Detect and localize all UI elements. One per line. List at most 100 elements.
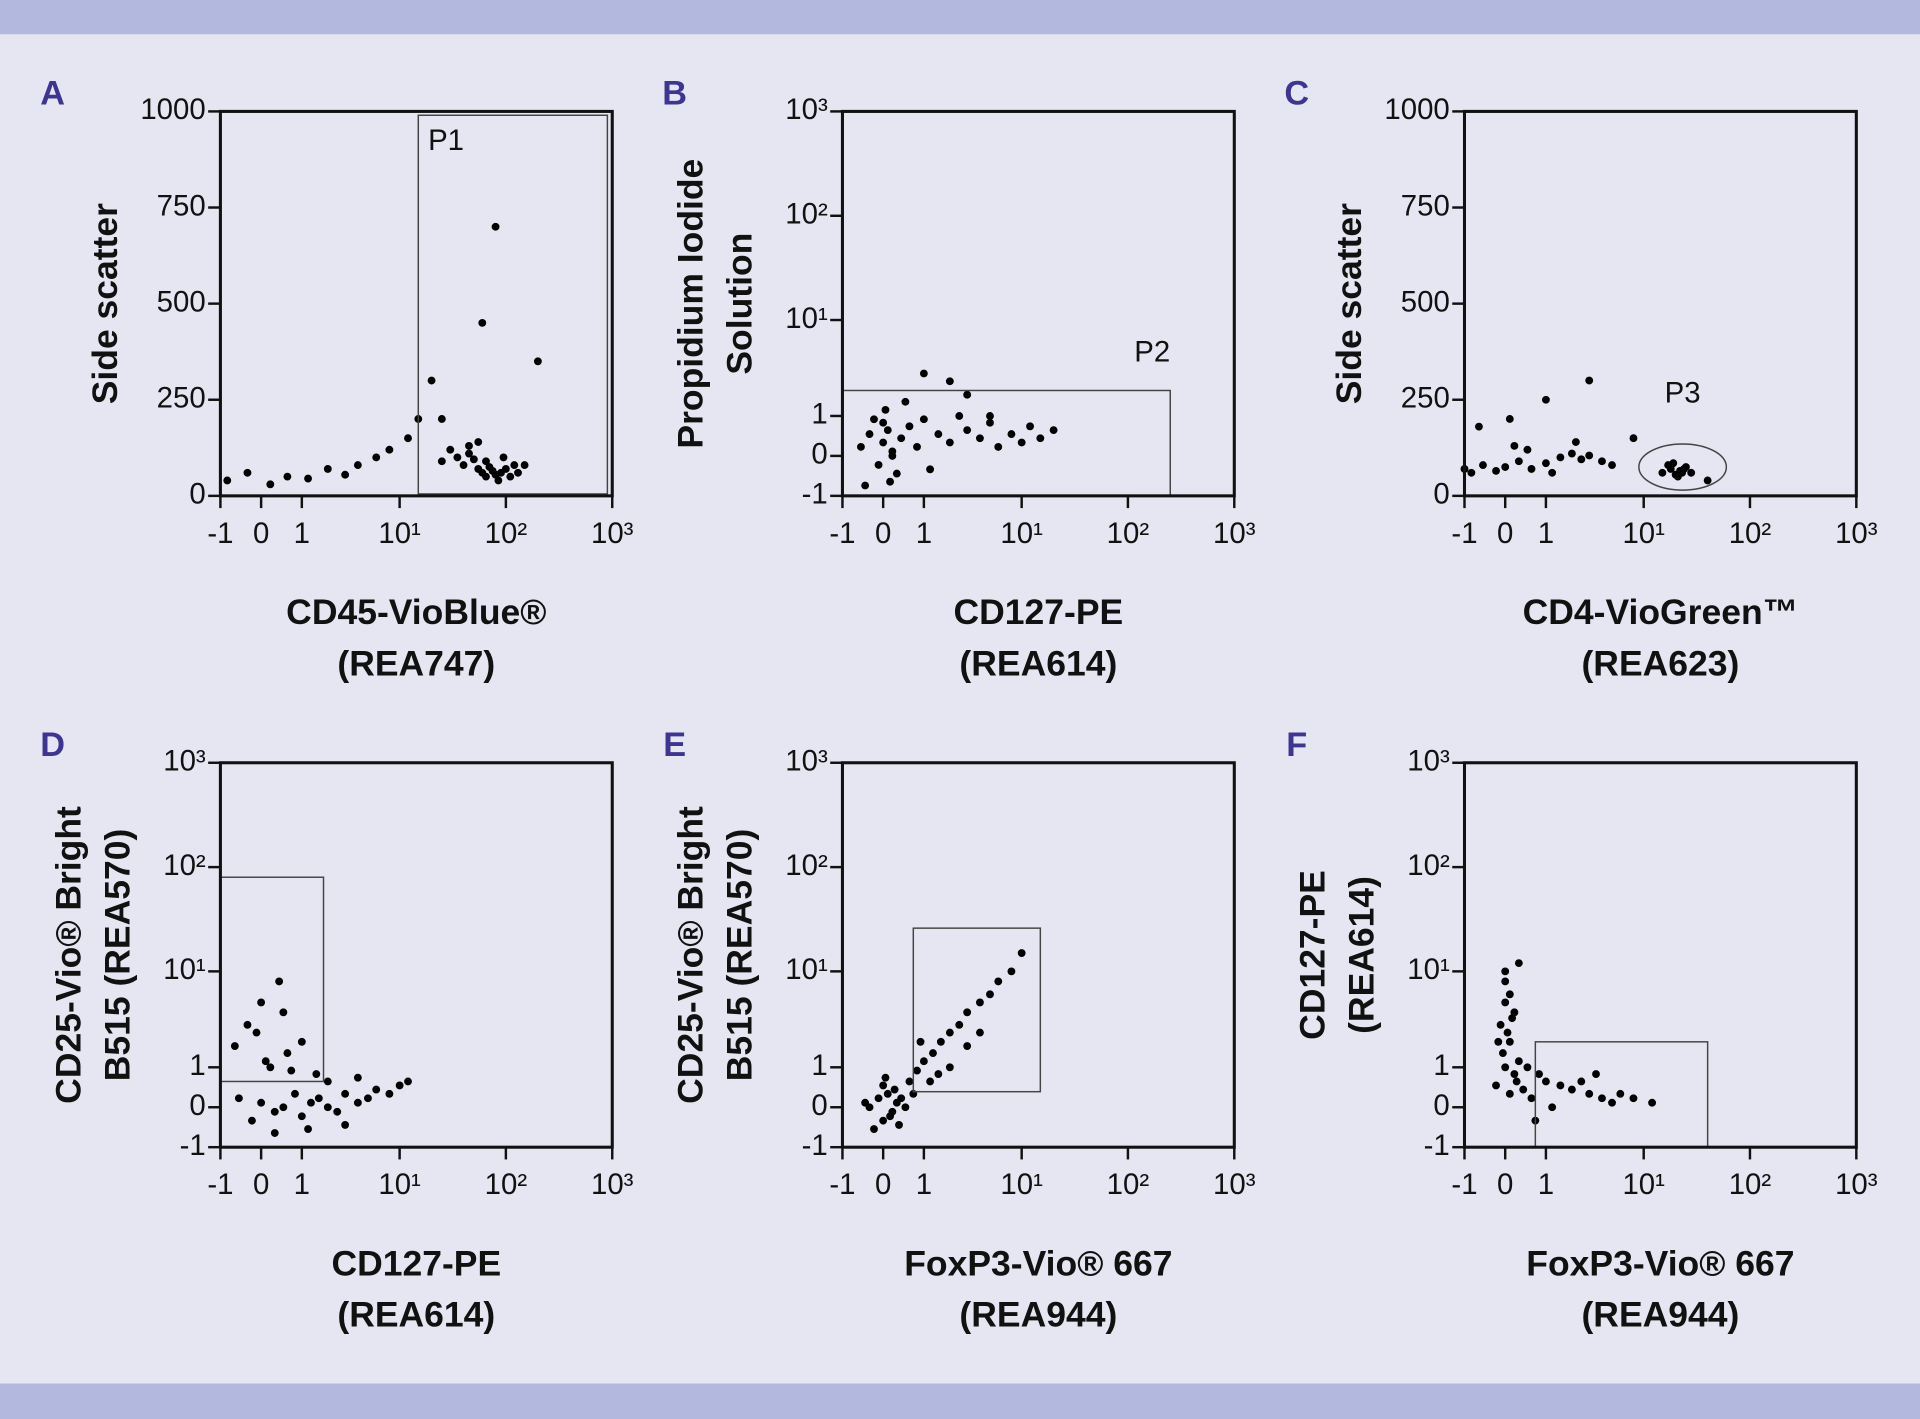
data-point xyxy=(913,1066,921,1075)
panel-letter: E xyxy=(663,726,686,764)
gate xyxy=(1638,443,1728,491)
y-tick-label: 10¹ xyxy=(1407,953,1450,986)
x-tick-label: 10¹ xyxy=(1622,517,1665,550)
data-point xyxy=(857,442,865,451)
data-point xyxy=(1017,438,1026,447)
data-point xyxy=(297,1037,306,1046)
gate-label: P1 xyxy=(428,124,464,157)
y-tick-label: -1 xyxy=(1424,1129,1450,1162)
data-point xyxy=(1616,1089,1625,1098)
data-point xyxy=(870,415,878,424)
y-tick-label: 10¹ xyxy=(785,953,828,986)
data-point xyxy=(1508,1014,1517,1023)
data-point xyxy=(520,461,529,470)
data-point xyxy=(1608,461,1616,470)
y-axis-title: B515 (REA570) xyxy=(97,829,137,1082)
data-point xyxy=(1556,453,1565,462)
x-tick-label: 0 xyxy=(253,1168,269,1201)
y-tick-label: 10² xyxy=(785,198,828,231)
data-point xyxy=(886,1112,894,1121)
panel-letter: C xyxy=(1284,75,1309,113)
data-point xyxy=(1523,445,1532,454)
panel-letter: A xyxy=(40,75,65,113)
plot-frame xyxy=(1462,761,1858,1149)
data-point xyxy=(936,1037,945,1046)
data-point xyxy=(1017,949,1026,957)
data-point xyxy=(986,418,994,427)
plot-frame xyxy=(840,761,1236,1149)
data-point xyxy=(482,472,490,481)
x-axis-title: (REA614) xyxy=(959,643,1117,683)
y-axis-title: (REA614) xyxy=(1341,876,1381,1034)
data-point xyxy=(934,1070,943,1078)
x-tick-label: 10³ xyxy=(1213,1168,1256,1201)
data-point xyxy=(879,438,888,447)
panel-letter: B xyxy=(662,75,687,113)
data-point xyxy=(248,1116,256,1125)
data-point xyxy=(1577,1077,1586,1086)
data-point xyxy=(353,461,362,470)
x-axis-title: CD127-PE xyxy=(954,592,1124,632)
data-point xyxy=(1505,1089,1514,1098)
y-tick-label: 0 xyxy=(189,478,205,511)
y-axis-title: Propidium Iodide xyxy=(670,159,710,449)
y-tick-label: 1 xyxy=(1433,1049,1449,1082)
y-tick-label: 0 xyxy=(189,1089,205,1122)
data-point xyxy=(1512,1077,1521,1086)
data-point xyxy=(312,1070,321,1078)
x-tick-label: 1 xyxy=(294,1168,310,1201)
data-point xyxy=(888,447,897,456)
gate-label: P3 xyxy=(1665,377,1701,410)
gate-label: P2 xyxy=(1134,336,1170,369)
data-point xyxy=(297,1112,306,1121)
x-tick-label: -1 xyxy=(829,1168,855,1201)
data-point xyxy=(1542,395,1550,404)
y-tick-label: 10¹ xyxy=(163,953,206,986)
data-point xyxy=(1598,457,1606,466)
data-point xyxy=(283,472,292,481)
data-point xyxy=(963,1008,972,1017)
y-axis-title: Side scatter xyxy=(1329,203,1369,404)
data-point xyxy=(897,1094,906,1103)
data-point xyxy=(341,1089,350,1098)
data-point xyxy=(437,415,446,423)
x-tick-label: 10³ xyxy=(591,1168,634,1201)
data-point xyxy=(1501,967,1510,976)
x-tick-label: -1 xyxy=(829,517,855,550)
data-point xyxy=(453,453,462,462)
data-point xyxy=(934,430,943,439)
data-point xyxy=(1542,459,1550,468)
data-point xyxy=(874,1094,883,1103)
data-point xyxy=(385,445,394,454)
data-point xyxy=(1007,967,1016,976)
data-point xyxy=(1510,441,1519,450)
data-point xyxy=(1527,1094,1536,1103)
data-point xyxy=(1505,990,1514,999)
y-tick-label: 0 xyxy=(1433,1089,1449,1122)
data-point xyxy=(870,1125,878,1133)
x-tick-label: 0 xyxy=(875,517,891,550)
y-axis-title: CD25-Vio® Bright xyxy=(670,806,710,1104)
data-point xyxy=(890,1085,899,1094)
y-tick-label: 750 xyxy=(1401,189,1450,222)
data-point xyxy=(510,461,519,470)
data-point xyxy=(499,453,508,462)
data-point xyxy=(1475,422,1483,431)
data-point xyxy=(1567,449,1576,458)
data-point xyxy=(465,449,473,458)
x-tick-label: 10² xyxy=(1107,1168,1150,1201)
data-point xyxy=(883,1089,892,1098)
y-tick-label: 10¹ xyxy=(785,302,828,335)
data-point xyxy=(459,461,468,470)
data-point xyxy=(945,1028,954,1037)
data-point xyxy=(905,422,914,431)
data-point xyxy=(474,438,483,446)
y-tick-label: 1000 xyxy=(1384,93,1449,126)
data-point xyxy=(353,1098,362,1107)
data-point xyxy=(323,465,332,473)
x-axis-title: CD45-VioBlue® xyxy=(286,592,546,632)
x-tick-label: -1 xyxy=(207,517,233,550)
data-point xyxy=(897,434,906,443)
data-point xyxy=(307,1098,315,1107)
